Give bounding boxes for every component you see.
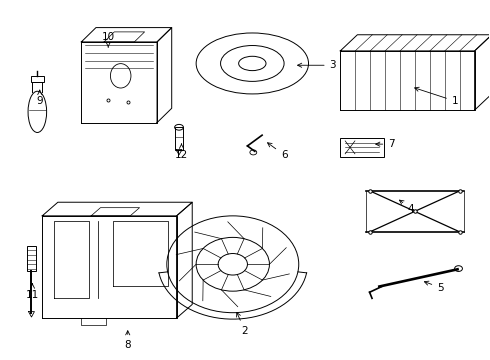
Text: 10: 10 bbox=[101, 32, 115, 47]
Bar bbox=[174, 127, 183, 149]
Text: 4: 4 bbox=[399, 200, 415, 214]
Bar bbox=[27, 246, 36, 271]
Text: 8: 8 bbox=[124, 331, 131, 350]
Text: 1: 1 bbox=[415, 87, 459, 106]
Text: 11: 11 bbox=[26, 284, 39, 300]
Text: 5: 5 bbox=[424, 281, 444, 293]
Text: 6: 6 bbox=[268, 143, 288, 160]
Bar bbox=[31, 76, 44, 82]
Text: 12: 12 bbox=[175, 144, 188, 160]
Text: 2: 2 bbox=[237, 312, 248, 336]
Text: 9: 9 bbox=[36, 90, 43, 106]
Bar bbox=[340, 138, 384, 157]
Text: 3: 3 bbox=[297, 60, 336, 70]
Text: 7: 7 bbox=[376, 139, 395, 149]
